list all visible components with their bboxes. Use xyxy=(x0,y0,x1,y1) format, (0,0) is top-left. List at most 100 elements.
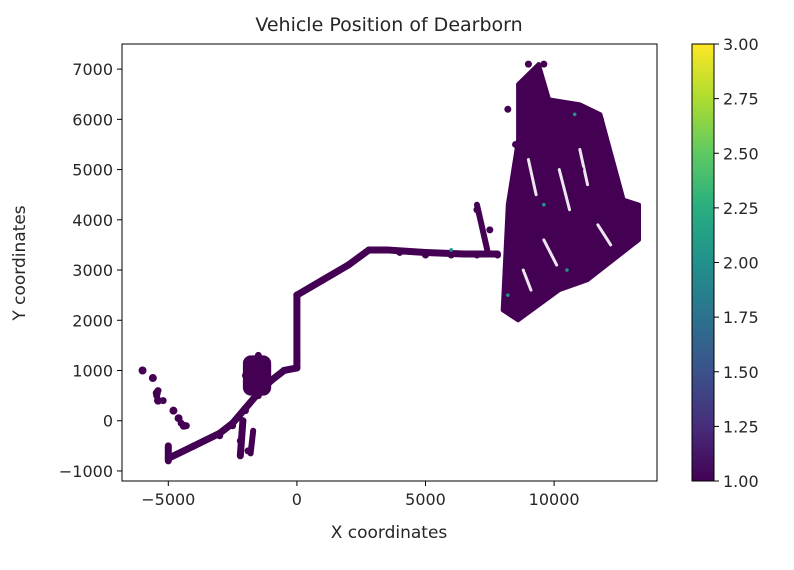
scatter-point xyxy=(267,377,275,385)
scatter-point xyxy=(254,392,262,400)
scatter-point xyxy=(236,437,244,445)
x-axis: −5000 0 5000 10000 xyxy=(141,481,580,509)
trajectory-segment xyxy=(164,442,198,462)
scatter-point xyxy=(182,422,190,430)
colorbar-axis: 1.00 1.25 1.50 1.75 2.00 2.25 2.50 2.75 3.00 xyxy=(714,35,759,491)
scatter-point xyxy=(216,432,224,440)
scatter-point xyxy=(319,276,327,284)
accent-point xyxy=(565,268,569,272)
y-tick-label: 0 xyxy=(103,412,113,431)
scatter-point xyxy=(241,407,249,415)
scatter-point xyxy=(153,392,161,400)
urban-gap xyxy=(521,268,533,292)
colorbar-tick-label: 3.00 xyxy=(723,35,759,54)
scatter-point xyxy=(602,206,610,214)
scatter-point xyxy=(247,361,255,369)
scatter-point xyxy=(524,266,532,274)
scatter-point xyxy=(512,311,520,319)
scatter-point xyxy=(540,60,548,68)
scatter-point xyxy=(241,372,249,380)
scatter-point xyxy=(262,382,270,390)
x-tick-label: −5000 xyxy=(141,490,195,509)
urban-gap xyxy=(578,147,590,187)
trajectory-segment xyxy=(319,261,352,284)
accent-point xyxy=(542,202,546,207)
scatter-point xyxy=(164,452,172,460)
colorbar-tick-label: 2.50 xyxy=(723,144,759,163)
colorbar-tick-label: 1.50 xyxy=(723,363,759,382)
y-tick-label: 4000 xyxy=(72,211,113,230)
accent-point xyxy=(449,248,454,252)
scatter-point xyxy=(229,422,237,430)
y-tick-label: 7000 xyxy=(72,60,113,79)
scatter-point xyxy=(370,246,378,254)
y-tick-label: 3000 xyxy=(72,261,113,280)
scatter-point xyxy=(239,417,247,425)
x-tick-label: 5000 xyxy=(405,490,446,509)
x-tick-label: 0 xyxy=(292,490,302,509)
scatter-point xyxy=(473,206,481,214)
scatter-point xyxy=(494,251,502,259)
scatter-point xyxy=(486,226,494,234)
plot-area xyxy=(138,60,641,465)
x-axis-label: X coordinates xyxy=(331,523,448,543)
urban-gap xyxy=(526,158,538,197)
y-axis-label: Y coordinates xyxy=(10,205,30,321)
colorbar-tick-label: 2.25 xyxy=(723,199,759,218)
colorbar-tick-label: 2.00 xyxy=(723,254,759,273)
scatter-point xyxy=(190,442,198,450)
trajectory-segment xyxy=(344,246,373,269)
scatter-point xyxy=(550,281,558,289)
trajectory-density xyxy=(138,62,641,465)
scatter-point xyxy=(293,291,301,299)
scatter-point xyxy=(169,407,177,415)
scatter-point xyxy=(512,140,520,148)
scatter-point xyxy=(344,261,352,269)
scatter-point xyxy=(563,115,571,123)
accent-point xyxy=(572,112,577,117)
scatter-point xyxy=(550,191,558,199)
y-tick-label: −1000 xyxy=(59,462,113,481)
scatter-point xyxy=(589,256,597,264)
scatter-point xyxy=(627,201,635,209)
y-tick-label: 1000 xyxy=(72,361,113,380)
y-axis: −1000 0 1000 2000 3000 4000 5000 6000 7000 xyxy=(59,60,122,481)
scatter-point xyxy=(159,397,167,405)
scatter-point xyxy=(614,216,622,224)
scatter-point xyxy=(396,248,404,256)
scatter-point xyxy=(576,166,584,174)
colorbar-tick-label: 1.00 xyxy=(723,472,759,491)
scatter-point xyxy=(473,251,481,259)
scatter-point xyxy=(244,447,252,455)
plot-frame xyxy=(121,43,658,482)
scatter-point xyxy=(149,374,157,382)
colorbar-tick-label: 1.25 xyxy=(723,417,759,436)
y-tick-label: 2000 xyxy=(72,311,113,330)
scatter-point xyxy=(632,231,640,239)
scatter-point xyxy=(524,60,532,68)
scatter-point xyxy=(254,351,262,359)
data-points xyxy=(139,60,640,460)
colorbar xyxy=(691,43,715,482)
x-tick-label: 10000 xyxy=(529,490,580,509)
trajectory-segment xyxy=(190,429,224,450)
urban-area xyxy=(500,62,641,323)
trajectory-segment xyxy=(422,248,468,258)
scatter-point xyxy=(139,366,147,374)
scatter-point xyxy=(293,356,301,364)
scatter-point xyxy=(447,251,455,259)
scatter-point xyxy=(280,366,288,374)
trajectory-segment xyxy=(383,246,430,256)
urban-gap xyxy=(557,168,572,212)
scatter-point xyxy=(422,251,430,259)
chart-title: Vehicle Position of Dearborn xyxy=(255,14,522,36)
colorbar-tick-label: 1.75 xyxy=(723,308,759,327)
y-tick-label: 5000 xyxy=(72,161,113,180)
urban-gap xyxy=(542,238,559,267)
scatter-point xyxy=(504,105,512,113)
accent-point xyxy=(506,293,510,297)
colorbar-tick-label: 2.75 xyxy=(723,90,759,109)
y-tick-label: 6000 xyxy=(72,110,113,129)
